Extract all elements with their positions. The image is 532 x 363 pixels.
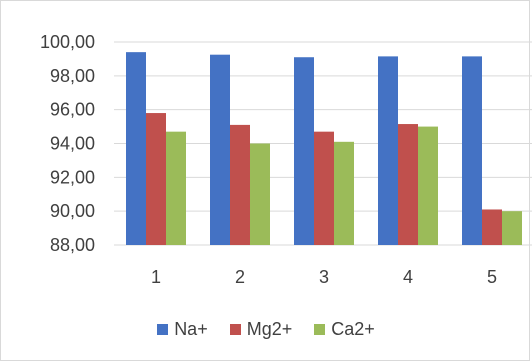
- bar-mg2plus-4: [398, 124, 418, 245]
- bar-ca2plus-2: [250, 143, 270, 245]
- x-tick-label: 1: [151, 267, 161, 287]
- y-tick-label: 92,00: [50, 167, 95, 187]
- legend-label: Mg2+: [246, 318, 293, 339]
- bar-mg2plus-5: [482, 209, 502, 245]
- legend-swatch: [314, 323, 326, 335]
- x-tick-label: 4: [403, 267, 413, 287]
- bar-ca2plus-5: [502, 211, 522, 245]
- y-tick-label: 98,00: [50, 66, 95, 86]
- bar-mg2plus-3: [314, 131, 334, 245]
- bar-naplus-3: [294, 57, 314, 245]
- x-tick-label: 5: [487, 267, 497, 287]
- bar-ca2plus-4: [418, 126, 438, 245]
- bars: [126, 52, 522, 246]
- x-axis: 1 2 3 4 5: [151, 267, 497, 287]
- y-tick-label: 94,00: [50, 134, 95, 154]
- legend-swatch: [157, 323, 169, 335]
- x-tick-label: 2: [235, 267, 245, 287]
- y-axis: 88,00 90,00 92,00 94,00 96,00 98,00 100,00: [40, 32, 95, 255]
- x-tick-label: 3: [319, 267, 329, 287]
- y-tick-label: 96,00: [50, 100, 95, 120]
- y-tick-label: 88,00: [50, 235, 95, 255]
- bar-ca2plus-1: [166, 131, 186, 245]
- legend: Na+ Mg2+ Ca2+: [0, 314, 532, 344]
- bar-mg2plus-1: [146, 113, 166, 245]
- bar-ca2plus-3: [334, 141, 354, 245]
- legend-item: Mg2+: [229, 318, 293, 340]
- bar-naplus-4: [378, 56, 398, 245]
- bar-naplus-1: [126, 52, 146, 246]
- y-tick-label: 100,00: [40, 32, 95, 52]
- bar-mg2plus-2: [230, 124, 250, 245]
- legend-swatch: [229, 323, 241, 335]
- bar-naplus-5: [462, 56, 482, 245]
- legend-label: Na+: [174, 318, 208, 339]
- legend-item: Na+: [157, 319, 208, 340]
- legend-item: Ca2+: [314, 319, 375, 340]
- y-tick-label: 90,00: [50, 201, 95, 221]
- legend-label: Ca2+: [331, 318, 375, 339]
- bar-naplus-2: [210, 54, 230, 245]
